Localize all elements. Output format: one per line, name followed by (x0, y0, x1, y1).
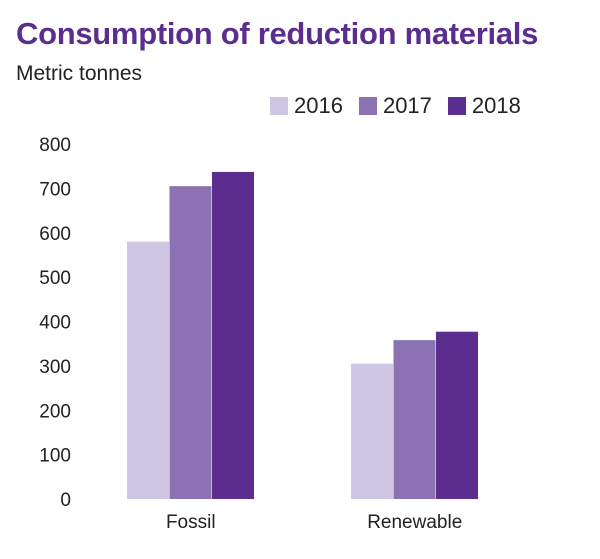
y-tick-label-800: 800 (39, 135, 71, 156)
legend-swatch-2017 (358, 97, 377, 115)
chart-subtitle: Metric tonnes (16, 62, 143, 85)
y-tick-label-0: 0 (60, 490, 71, 511)
chart-title: Consumption of reduction materials (16, 16, 539, 51)
bars (127, 171, 478, 500)
legend-label-2018: 2018 (471, 93, 521, 118)
legend: 2016 2017 2018 (270, 93, 537, 119)
legend-item-2017: 2017 (358, 93, 432, 119)
legend-label-2017: 2017 (382, 93, 432, 118)
y-tick-label-700: 700 (39, 179, 71, 200)
y-axis: 0 100 200 300 400 500 600 700 800 (39, 135, 71, 511)
y-tick-label-300: 300 (39, 357, 71, 378)
x-category-label-renewable: Renewable (367, 512, 462, 533)
x-axis: Fossil Renewable (166, 512, 462, 533)
legend-label-2016: 2016 (294, 93, 343, 118)
y-tick-label-600: 600 (39, 224, 71, 245)
y-tick-label-200: 200 (39, 401, 71, 422)
x-category-label-fossil: Fossil (166, 512, 216, 533)
y-tick-label-400: 400 (39, 313, 71, 334)
bar-renewable-2017 (393, 340, 436, 499)
bar-fossil-2017 (169, 186, 212, 499)
bar-renewable-2018 (436, 331, 478, 499)
bar-renewable-2016 (351, 363, 393, 499)
legend-item-2016: 2016 (270, 93, 343, 119)
bar-fossil-2016 (127, 241, 169, 499)
legend-swatch-2016 (270, 97, 288, 115)
legend-swatch-2018 (447, 97, 466, 115)
y-tick-label-100: 100 (39, 446, 71, 467)
legend-item-2018: 2018 (447, 93, 521, 119)
bar-fossil-2018 (212, 171, 254, 500)
y-tick-label-500: 500 (39, 268, 71, 289)
